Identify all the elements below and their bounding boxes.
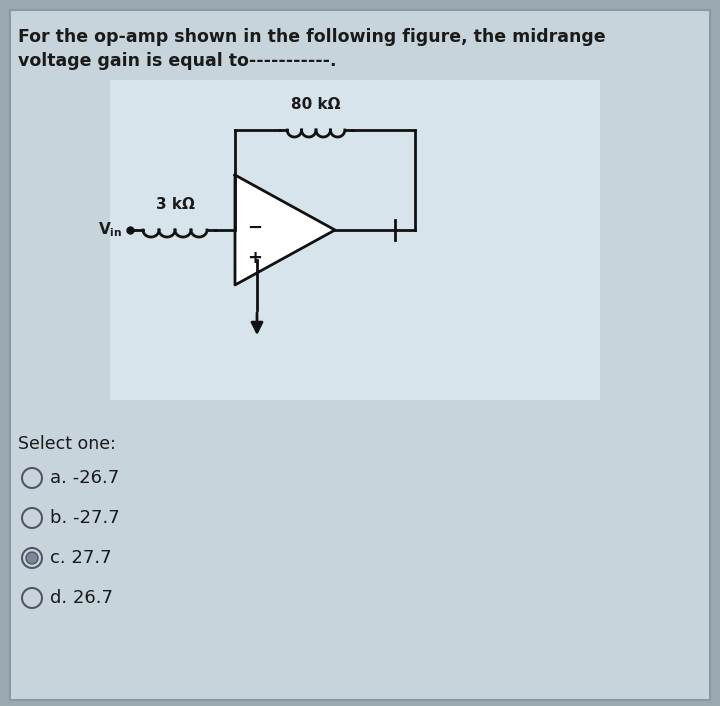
Text: +: +: [247, 249, 262, 267]
Text: c. 27.7: c. 27.7: [50, 549, 112, 567]
Text: d. 26.7: d. 26.7: [50, 589, 113, 607]
Text: Select one:: Select one:: [18, 435, 116, 453]
Text: −: −: [247, 219, 262, 237]
Text: a. -26.7: a. -26.7: [50, 469, 120, 487]
Text: voltage gain is equal to-----------.: voltage gain is equal to-----------.: [18, 52, 336, 70]
FancyBboxPatch shape: [110, 80, 600, 400]
Text: 3 kΩ: 3 kΩ: [156, 197, 194, 212]
Text: b. -27.7: b. -27.7: [50, 509, 120, 527]
Circle shape: [26, 552, 38, 564]
Text: $\mathbf{V_{in}}$: $\mathbf{V_{in}}$: [98, 221, 122, 239]
Text: For the op-amp shown in the following figure, the midrange: For the op-amp shown in the following fi…: [18, 28, 606, 46]
Text: 80 kΩ: 80 kΩ: [292, 97, 341, 112]
FancyBboxPatch shape: [10, 10, 710, 700]
Polygon shape: [235, 175, 335, 285]
